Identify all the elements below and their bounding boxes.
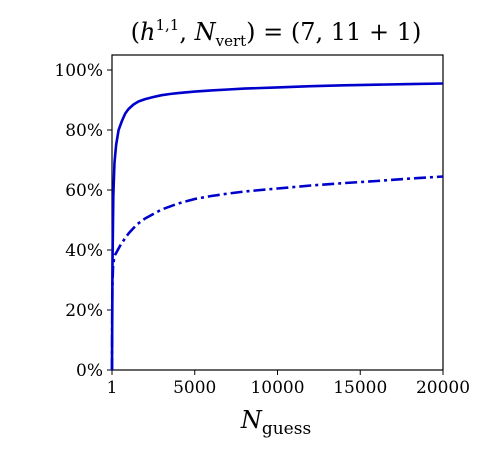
y-tick-label: 0% <box>76 361 103 381</box>
y-axis-ticks: 0% 20% 40% 60% 80% 100% <box>54 61 112 381</box>
x-tick-label: 15000 <box>333 378 387 398</box>
x-tick-label: 5000 <box>173 378 216 398</box>
plot-area <box>111 54 444 371</box>
x-tick-label: 10000 <box>250 378 304 398</box>
x-axis-label: Nguess <box>240 406 311 439</box>
x-axis-ticks: 1 5000 10000 15000 20000 <box>107 370 470 398</box>
series-layer <box>110 82 444 371</box>
x-tick-label: 1 <box>107 378 118 398</box>
y-tick-label: 80% <box>65 121 103 141</box>
x-tick-label: 20000 <box>416 378 470 398</box>
y-tick-label: 20% <box>65 301 103 321</box>
plot-frame <box>111 54 444 371</box>
y-tick-label: 40% <box>65 241 103 261</box>
chart-title: (h1,1, Nvert) = (7, 11 + 1) <box>131 16 422 50</box>
series-line-solid <box>110 82 444 371</box>
series-line-dashdot <box>110 175 444 371</box>
y-tick-label: 100% <box>54 61 103 81</box>
y-tick-label: 60% <box>65 181 103 201</box>
